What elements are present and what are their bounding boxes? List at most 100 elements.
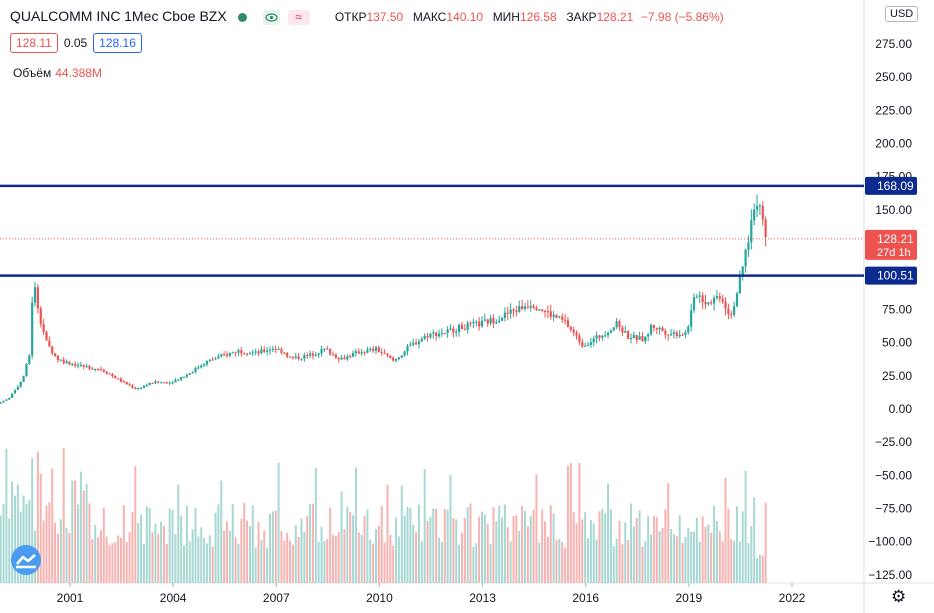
candle-body	[248, 353, 252, 355]
volume-bar	[632, 526, 635, 583]
eye-icon[interactable]	[262, 10, 280, 26]
ask-price[interactable]: 128.16	[93, 33, 142, 53]
candle-body	[59, 359, 62, 361]
tradingview-logo-icon[interactable]	[11, 545, 41, 575]
candle-body	[389, 355, 392, 358]
volume-bar	[363, 516, 366, 583]
candle-body	[466, 322, 469, 330]
volume-bar	[440, 541, 443, 583]
legend-interval[interactable]: 1Мес	[124, 8, 159, 24]
volume-bar	[618, 520, 621, 583]
candle-body	[669, 334, 673, 336]
candle-body	[119, 378, 123, 382]
volume-bar	[615, 538, 618, 583]
candle-body	[480, 320, 484, 327]
volume-label: Объём	[13, 66, 52, 80]
legend-symbol[interactable]: QUALCOMM INC	[10, 8, 121, 24]
candle-body	[237, 350, 240, 353]
y-tick-label: −25.00	[875, 435, 912, 449]
volume-bar	[11, 481, 14, 583]
candle-body	[28, 355, 31, 364]
volume-bar	[397, 536, 400, 583]
volume-bar	[713, 505, 716, 583]
candle-body	[0, 402, 2, 404]
candle-body	[629, 338, 633, 340]
y-tick-label: 75.00	[882, 302, 912, 316]
volume-bar	[226, 521, 229, 583]
volume-bar	[377, 526, 380, 583]
volume-bar	[423, 469, 426, 583]
candle-body	[687, 326, 690, 333]
candle-body	[346, 356, 349, 360]
candle-body	[337, 357, 340, 360]
volume-bar	[217, 504, 220, 583]
volume-bar	[756, 558, 759, 583]
volume-bar	[320, 526, 323, 583]
candle-body	[624, 331, 627, 333]
volume-bar	[515, 515, 518, 583]
volume-bar	[188, 541, 191, 583]
wave-icon[interactable]: ≈	[287, 10, 310, 26]
volume-bar	[635, 518, 638, 583]
volume-bar	[727, 508, 730, 583]
volume-bar	[240, 518, 243, 583]
volume-bar	[724, 477, 727, 583]
volume-bar	[741, 511, 744, 583]
candle-body	[268, 349, 272, 351]
volume-bar	[185, 505, 188, 583]
volume-bar	[438, 537, 441, 583]
y-tick-label: 200.00	[875, 137, 912, 151]
bid-price[interactable]: 128.11	[10, 33, 58, 53]
volume-bar	[629, 503, 632, 583]
volume-bar	[415, 532, 418, 583]
volume-bar	[263, 530, 266, 583]
candle-body	[744, 249, 747, 267]
candle-body	[228, 352, 231, 356]
candle-body	[526, 306, 529, 308]
candle-body	[509, 309, 512, 314]
candle-body	[632, 335, 635, 339]
volume-bar	[71, 480, 74, 583]
candle-body	[88, 366, 91, 369]
x-tick-label: 2010	[366, 591, 393, 605]
volume-bar	[710, 532, 713, 583]
candle-body	[406, 346, 409, 352]
volume-bar	[352, 515, 355, 583]
volume-bar	[248, 525, 251, 583]
volume-bar	[612, 546, 615, 583]
candle-body	[469, 322, 472, 324]
candle-body	[692, 297, 696, 311]
volume-bar	[62, 447, 65, 583]
candle-body	[377, 347, 380, 353]
volume-bar	[466, 507, 469, 583]
candle-body	[612, 327, 615, 331]
candle-body	[761, 205, 764, 220]
volume-bar	[509, 541, 512, 583]
volume-bar	[761, 555, 764, 583]
volume-bar	[546, 536, 549, 583]
x-tick-label: 2004	[160, 591, 187, 605]
ohlc-close: ЗАКР128.21	[560, 9, 633, 24]
candle-body	[223, 354, 226, 356]
volume-bar	[337, 531, 340, 583]
volume-bar	[489, 544, 492, 583]
candle-body	[664, 330, 667, 335]
volume-bar	[208, 535, 211, 583]
volume-bar	[472, 546, 475, 583]
gear-icon[interactable]: ⚙	[891, 587, 907, 606]
volume-bar	[455, 519, 458, 583]
volume-bar	[260, 540, 263, 583]
candle-body	[495, 322, 498, 324]
volume-bar	[589, 520, 592, 583]
currency-button[interactable]: USD	[885, 6, 919, 22]
volume-bar	[369, 539, 372, 583]
volume-bar	[13, 495, 16, 583]
candle-body	[475, 321, 478, 323]
candle-body	[758, 205, 762, 207]
candle-body	[68, 361, 71, 365]
volume-bar	[693, 531, 696, 583]
x-tick-label: 2016	[572, 591, 599, 605]
candle-body	[569, 326, 572, 330]
